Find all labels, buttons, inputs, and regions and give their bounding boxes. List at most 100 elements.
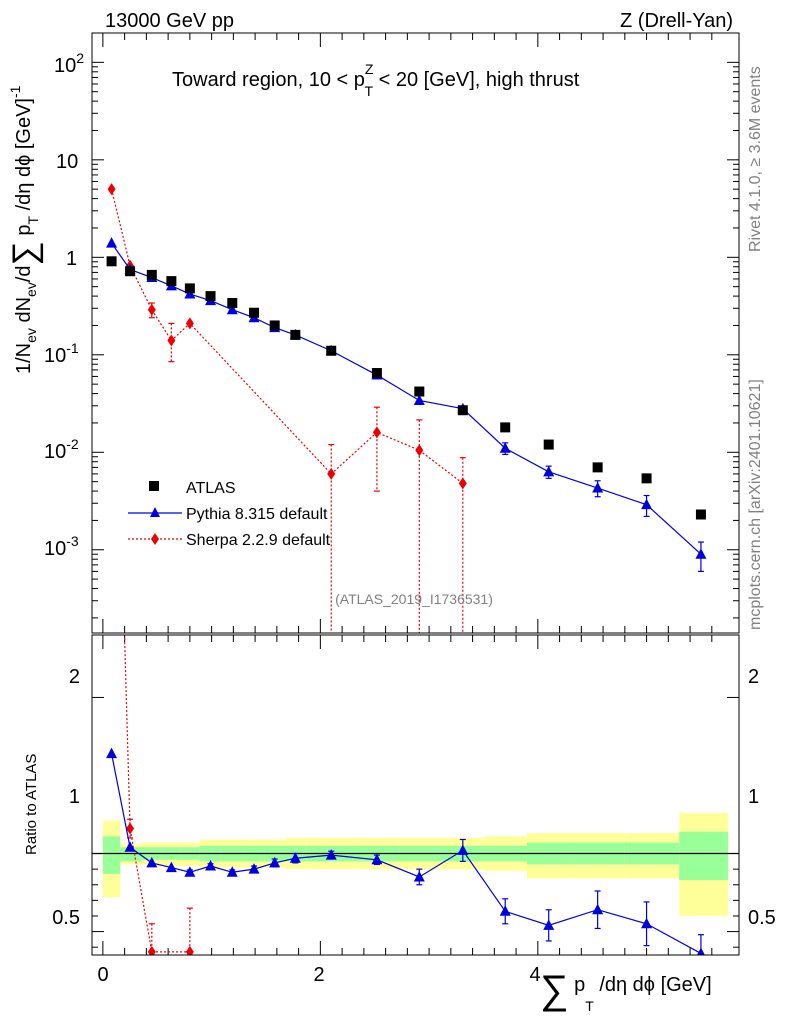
legend-atlas: ATLAS <box>149 480 236 497</box>
atlas-point <box>184 283 195 294</box>
upper-y-tick-labels: 102 10 1 10-1 10-2 10-3 <box>44 50 84 560</box>
legend-atlas-marker <box>149 481 159 491</box>
pythia-ratio-point <box>413 870 425 882</box>
sherpa-line <box>110 189 464 484</box>
atlas-point <box>249 307 260 318</box>
ratio-band-inner <box>102 836 121 874</box>
pythia-ratio-point <box>289 852 301 863</box>
atlas-point <box>500 422 511 433</box>
atlas-point <box>326 345 337 356</box>
rivet-version-label: Rivet 4.1.0, ≥ 3.6M events <box>747 66 764 252</box>
sherpa-point <box>147 303 156 316</box>
atlas-point <box>290 329 301 340</box>
y-axis-label: 1/Nev dNev/d∑ pT /dη dϕ [GeV]-1 <box>6 85 44 374</box>
sherpa-point <box>372 426 381 439</box>
ratio-axis-ticks <box>92 635 739 955</box>
mcplots-label: mcplots.cern.ch [arXiv:2401.10621] <box>747 379 764 630</box>
atlas-series-upper <box>106 256 706 520</box>
pythia-point <box>106 237 118 248</box>
atlas-point <box>106 256 117 267</box>
pythia-ratio-point <box>499 905 511 916</box>
atlas-point <box>543 439 554 450</box>
legend-sherpa-marker <box>151 533 159 545</box>
atlas-point <box>695 509 706 520</box>
legend-atlas-label: ATLAS <box>186 480 236 497</box>
sherpa-point <box>458 477 467 490</box>
ratio-band-inner <box>679 831 729 881</box>
x-axis-label: ∑ pT /dη dϕ [GeV] <box>540 968 712 1014</box>
upper-frame <box>91 32 740 634</box>
sherpa-point <box>167 334 176 347</box>
ratio-y-tick-labels-left: 2 1 0.5 <box>52 666 80 929</box>
sherpa-point <box>415 444 424 457</box>
ratio-tick-05-left: 0.5 <box>52 907 80 929</box>
pythia-ratio-point <box>205 860 217 871</box>
pythia-ratio-point <box>457 844 469 855</box>
ratio-y-tick-labels-right: 2 1 0.5 <box>748 666 776 929</box>
pythia-ratio-point <box>641 917 653 929</box>
pythia-ratio-point <box>248 863 260 874</box>
legend-sherpa-label: Sherpa 2.2.9 default <box>186 532 331 549</box>
ratio-tick-2-left: 2 <box>69 666 80 688</box>
x-tick-labels: 0 2 4 <box>97 964 540 986</box>
pythia-point <box>695 548 707 559</box>
ratio-tick-1-left: 1 <box>69 786 80 808</box>
atlas-point <box>269 320 280 331</box>
pythia-ratio-point <box>696 947 705 955</box>
pythia-point <box>226 303 238 315</box>
sherpa-ratio-point <box>147 945 156 955</box>
atlas-point <box>166 276 177 287</box>
sherpa-ratio-line <box>123 635 190 953</box>
pythia-point <box>499 442 511 453</box>
pythia-point <box>592 482 604 493</box>
atlas-point <box>146 269 157 280</box>
pythia-point <box>543 465 555 477</box>
pythia-ratio-point <box>592 903 604 915</box>
atlas-point <box>205 291 216 302</box>
x-tick-2: 2 <box>313 964 324 986</box>
atlas-point <box>414 386 425 397</box>
legend: ATLAS Pythia 8.315 default Sherpa 2.2.9 … <box>128 480 331 549</box>
sherpa-point <box>185 317 194 330</box>
x-tick-4: 4 <box>529 964 540 986</box>
atlas-point <box>592 462 603 473</box>
pythia-series-ratio <box>106 747 705 955</box>
ratio-uncertainty-bands <box>102 812 729 916</box>
atlas-point <box>227 297 238 308</box>
pythia-ratio-point <box>371 853 383 865</box>
sherpa-series-ratio <box>123 635 194 955</box>
plot-title: Toward region, 10 < pZ T < 20 [GeV], high… <box>172 61 580 99</box>
atlas-point <box>457 405 468 416</box>
tick-label-1e0: 1 <box>66 248 77 270</box>
sherpa-ratio-point <box>185 945 194 955</box>
tick-label-1e-2: 10-2 <box>44 436 79 463</box>
legend-sherpa: Sherpa 2.2.9 default <box>128 532 331 549</box>
pythia-point <box>641 498 653 510</box>
atlas-point <box>641 473 652 484</box>
tick-label-1e2: 102 <box>54 50 84 77</box>
legend-pythia: Pythia 8.315 default <box>128 506 328 523</box>
pythia-ratio-point <box>165 861 177 873</box>
ratio-axis-label: Ratio to ATLAS <box>23 754 40 855</box>
ratio-tick-05-right: 0.5 <box>748 907 776 929</box>
legend-pythia-marker <box>150 507 160 517</box>
pythia-ratio-point <box>184 866 196 877</box>
tick-label-1e-3: 10-3 <box>44 533 79 560</box>
legend-pythia-label: Pythia 8.315 default <box>186 506 328 523</box>
header-left: 13000 GeV pp <box>105 10 234 32</box>
atlas-point <box>371 368 382 379</box>
pythia-ratio-point <box>325 849 337 860</box>
sherpa-series-upper <box>107 183 467 633</box>
tick-label-1e-1: 10-1 <box>44 340 79 367</box>
tick-label-1e1: 10 <box>56 151 78 173</box>
sherpa-ratio-point <box>126 822 135 835</box>
pythia-ratio-point <box>124 841 136 852</box>
sherpa-point <box>327 467 336 480</box>
ratio-plot-area <box>106 635 705 955</box>
pythia-ratio-point <box>269 856 281 868</box>
analysis-watermark: (ATLAS_2019_I1736531) <box>335 591 493 607</box>
upper-plot-area <box>106 183 707 633</box>
ratio-frame <box>91 634 740 956</box>
header-right: Z (Drell-Yan) <box>620 10 733 32</box>
